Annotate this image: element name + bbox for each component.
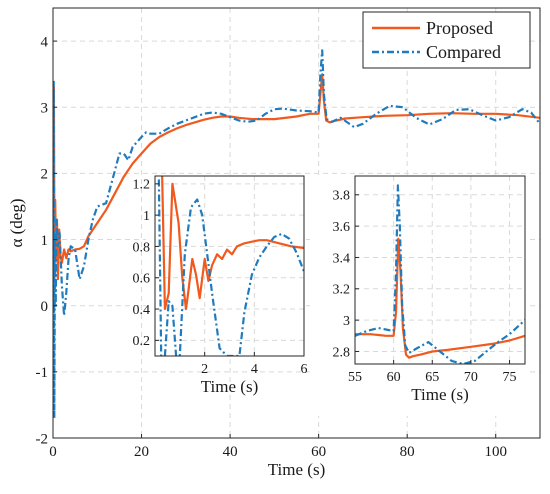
main-x-axis-label: Time (s) [268, 460, 325, 479]
inset-left-plot-frame [154, 175, 305, 357]
y-tick-label: 2 [41, 167, 49, 183]
series-line-proposed [355, 237, 525, 359]
y-tick-label: 1 [143, 209, 150, 224]
main-chart: 0 20 40 60 80 100 -2 -1 0 1 2 3 4 Time (s) α (deg) [7, 7, 541, 479]
y-tick-label: -2 [36, 431, 49, 447]
y-tick-label: 3.4 [333, 251, 351, 266]
x-tick-label: 60 [311, 444, 326, 460]
x-tick-label: 2 [201, 362, 208, 377]
series-line-proposed [53, 73, 540, 306]
y-tick-label: 3.6 [333, 220, 351, 235]
inset-right-x-axis-label: Time (s) [411, 385, 468, 404]
legend-box [362, 11, 531, 69]
y-tick-label: 0 [41, 299, 49, 315]
y-tick-label: 0.2 [133, 334, 151, 349]
inset-right-background [313, 176, 529, 416]
y-tick-label: 1.2 [133, 178, 151, 193]
x-tick-label: 100 [484, 444, 507, 460]
x-tick-label: 60 [387, 370, 401, 385]
y-tick-label: 3 [343, 314, 350, 329]
x-tick-label: 20 [134, 444, 149, 460]
inset-left-tick-labels: 2 4 6 0.2 0.4 0.6 0.8 1 1.2 [133, 178, 308, 377]
series-line-compared [157, 176, 304, 356]
x-tick-label: 65 [425, 370, 439, 385]
main-plot-frame [52, 7, 541, 439]
y-tick-label: 3 [41, 100, 49, 116]
y-tick-label: 0.4 [133, 303, 151, 318]
y-tick-label: 0.6 [133, 272, 151, 287]
x-tick-label: 70 [464, 370, 478, 385]
series-line-compared [53, 49, 540, 420]
legend: Proposed Compared [362, 11, 531, 69]
inset-left-chart: 2 4 6 0.2 0.4 0.6 0.8 1 1.2 Time (s) [133, 175, 308, 396]
inset-left-series [157, 176, 304, 356]
series-line-compared [355, 184, 525, 364]
x-tick-label: 75 [503, 370, 517, 385]
series-line-proposed [161, 176, 304, 311]
inset-right-tick-labels: 55 60 65 70 75 2.8 3 3.2 3.4 3.6 3.8 [333, 189, 517, 385]
y-tick-label: 3.2 [333, 283, 351, 298]
inset-right-series [355, 184, 525, 364]
x-tick-label: 80 [400, 444, 415, 460]
inset-right-chart: 55 60 65 70 75 2.8 3 3.2 3.4 3.6 3.8 Time (s) [313, 175, 529, 416]
y-tick-label: 0.8 [133, 240, 151, 255]
y-tick-label: 3.8 [333, 189, 351, 204]
legend-label-proposed: Proposed [426, 18, 493, 38]
y-tick-label: 4 [41, 34, 49, 50]
x-tick-label: 4 [251, 362, 258, 377]
legend-label-compared: Compared [426, 42, 501, 62]
main-series [53, 49, 540, 420]
x-tick-label: 0 [49, 444, 57, 460]
x-tick-label: 6 [301, 362, 308, 377]
y-tick-label: -1 [36, 365, 49, 381]
inset-right-plot-frame [354, 175, 526, 365]
main-y-axis-label: α (deg) [7, 198, 26, 247]
y-tick-label: 1 [41, 233, 49, 249]
y-tick-label: 2.8 [333, 345, 351, 360]
x-tick-label: 40 [223, 444, 238, 460]
main-tick-labels: 0 20 40 60 80 100 -2 -1 0 1 2 3 4 [36, 34, 507, 460]
x-tick-label: 55 [348, 370, 362, 385]
inset-left-x-axis-label: Time (s) [201, 377, 258, 396]
